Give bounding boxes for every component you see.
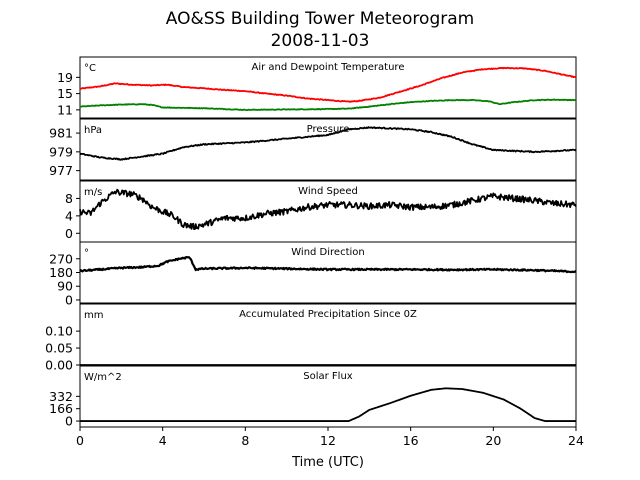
x-axis-label: Time (UTC) [291, 455, 364, 470]
y-tick-label-temp-1: 15 [57, 86, 73, 101]
y-tick-label-wind_speed-1: 4 [65, 208, 73, 223]
y-tick-label-solar-0: 0 [65, 414, 73, 429]
x-tick-label-1: 4 [159, 433, 167, 448]
series-line-solar-0 [80, 387, 576, 422]
y-tick-label-precip-2: 0.10 [45, 324, 73, 339]
panel-title-pressure: Pressure [307, 124, 350, 135]
x-tick-label-3: 12 [320, 433, 336, 448]
panel-unit-wind_speed: m/s [84, 187, 102, 198]
panel-unit-wind_dir: ° [84, 248, 89, 259]
x-tick-label-2: 8 [241, 433, 249, 448]
panel-title-precip: Accumulated Precipitation Since 0Z [239, 309, 417, 320]
y-tick-label-precip-0: 0.00 [45, 358, 73, 373]
series-line-temp-1 [79, 98, 577, 112]
y-tick-label-wind_dir-2: 180 [49, 265, 73, 280]
panel-frame-temp [79, 56, 577, 119]
panel-title-wind_speed: Wind Speed [298, 186, 358, 197]
y-tick-label-precip-1: 0.05 [45, 341, 73, 356]
y-tick-label-solar-2: 332 [49, 389, 73, 404]
y-tick-label-temp-2: 19 [57, 70, 73, 85]
series-line-wind_dir-0 [79, 256, 577, 274]
y-tick-label-pressure-1: 979 [49, 144, 73, 159]
x-tick-label-6: 24 [568, 433, 584, 448]
y-tick-label-solar-1: 166 [49, 401, 73, 416]
y-tick-label-wind_dir-3: 270 [49, 251, 73, 266]
y-tick-label-wind_dir-0: 0 [65, 292, 73, 307]
figure-title-line1: AO&SS Building Tower Meteorogram [166, 9, 474, 29]
x-tick-label-5: 20 [485, 433, 501, 448]
panel-unit-pressure: hPa [84, 125, 102, 136]
series-line-temp-0 [79, 66, 577, 103]
y-tick-label-wind_dir-1: 90 [57, 279, 73, 294]
series-line-wind_speed-0 [79, 188, 577, 231]
y-tick-label-temp-0: 11 [57, 102, 73, 117]
series-line-pressure-0 [79, 126, 577, 161]
y-tick-label-wind_speed-2: 8 [65, 191, 73, 206]
panel-unit-temp: °C [84, 63, 96, 74]
y-tick-label-pressure-0: 977 [49, 163, 73, 178]
panel-unit-precip: mm [84, 310, 103, 321]
figure-title-line2: 2008-11-03 [271, 31, 370, 51]
y-tick-label-pressure-2: 981 [49, 126, 73, 141]
y-tick-label-wind_speed-0: 0 [65, 226, 73, 241]
x-tick-label-4: 16 [403, 433, 419, 448]
x-tick-label-0: 0 [76, 433, 84, 448]
panel-title-solar: Solar Flux [303, 371, 353, 382]
panel-title-wind_dir: Wind Direction [291, 247, 365, 258]
panel-unit-solar: W/m^2 [84, 372, 122, 383]
panel-title-temp: Air and Dewpoint Temperature [252, 62, 405, 73]
